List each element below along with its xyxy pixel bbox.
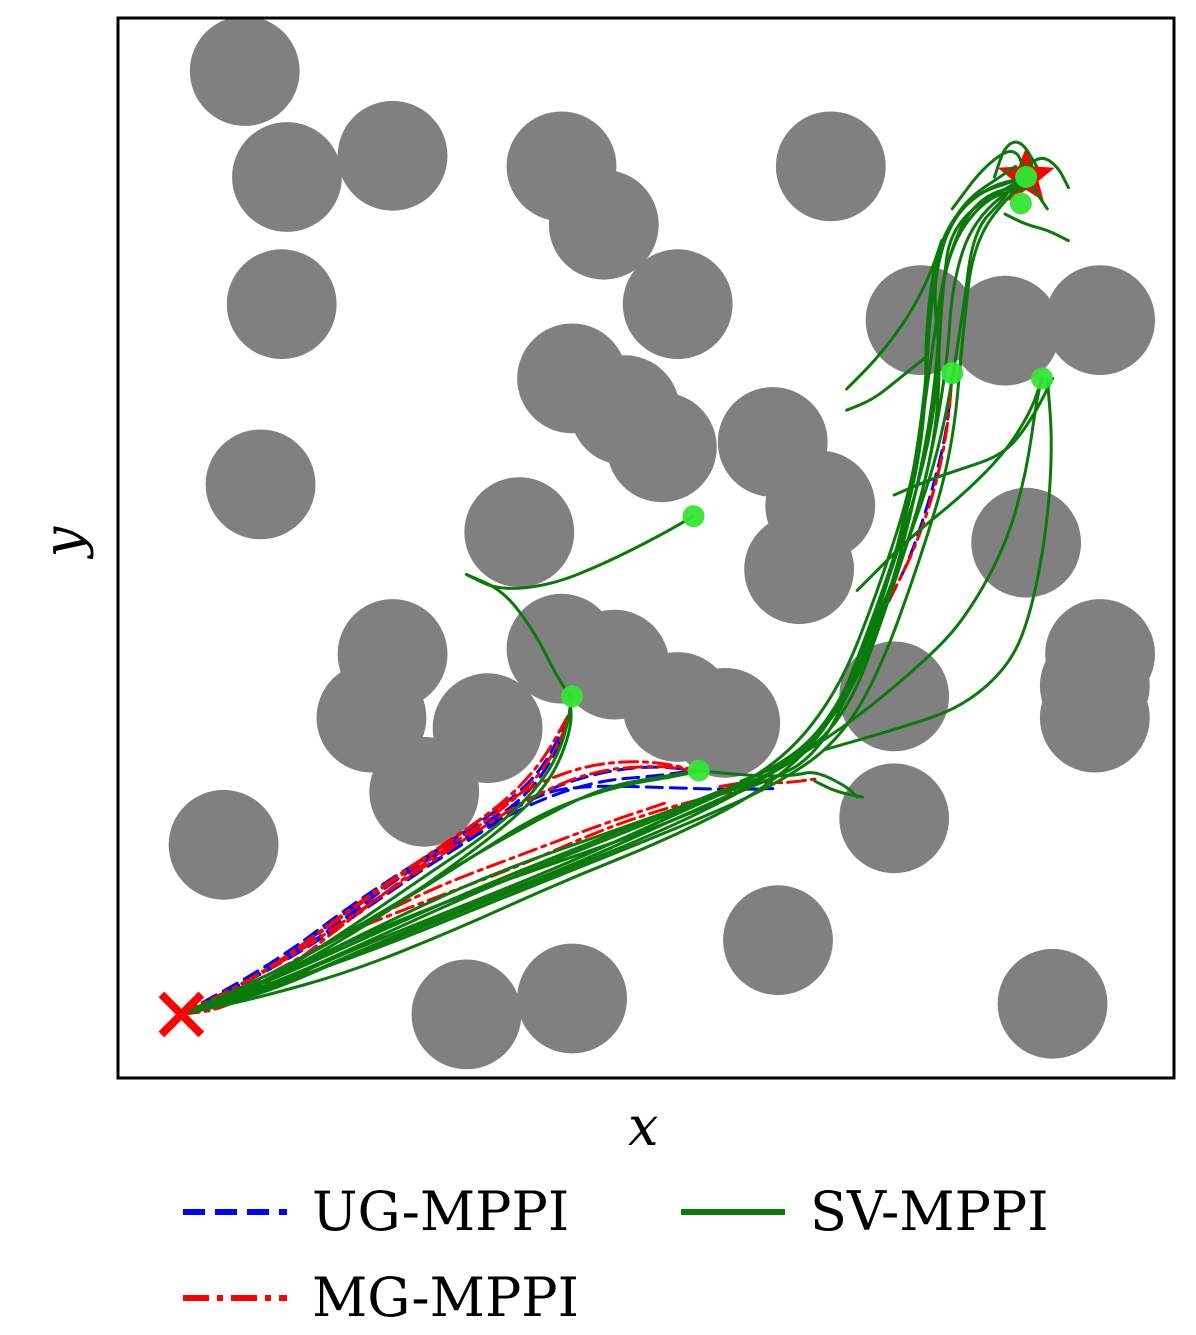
trajectory-mg-mppi-3 [179,765,696,1016]
trajectory-sv-mppi-14 [464,514,696,590]
legend-label-ug-mppi: UG-MPPI [312,1180,570,1243]
trajectory-sv-mppi-25 [1003,212,1070,243]
plot-frame [116,16,1176,1080]
obstacle-0 [189,18,300,126]
trajectory-sv-mppi-24 [1024,156,1070,190]
trajectory-sv-mppi-5 [179,164,1028,1016]
legend-swatch-mg-mppi [183,1295,287,1301]
x-axis-label: x [628,1095,659,1158]
trajectory-sv-mppi-16 [845,355,928,412]
trajectory-sv-mppi-20 [739,376,1044,783]
obstacle-30 [839,763,950,874]
obstacle-29 [168,789,279,900]
obstacle-37 [1039,662,1150,773]
obstacle-10 [606,392,717,503]
legend-item-mg-mppi: MG-MPPI [180,1268,579,1328]
legend-item-sv-mppi: SV-MPPI [678,1182,1049,1242]
obstacle-23 [670,667,781,778]
trajectory-sv-mppi-6 [179,175,1039,1016]
trajectory-sv-mppi-3 [179,186,1028,1016]
endpoint-0 [561,685,584,708]
endpoint-2 [682,505,705,528]
trajectory-mg-mppi-5 [179,800,669,1016]
obstacle-18 [971,487,1082,598]
endpoint-4 [1031,367,1053,390]
legend: UG-MPPI SV-MPPI MG-MPPI [150,1172,1150,1332]
obstacle-3 [226,249,337,360]
obstacle-17 [1045,265,1155,376]
obstacle-32 [411,959,522,1070]
endpoint-3 [941,362,964,385]
trajectory-sv-mppi-18 [824,376,1053,751]
obstacle-11 [775,111,886,222]
obstacle-24 [839,641,950,752]
plot-content [168,18,1155,1070]
obstacle-14 [744,514,855,625]
trajectory-sv-mppi-26 [992,140,1039,179]
obstacle-31 [723,885,833,996]
obstacle-34 [997,948,1108,1059]
trajectory-sv-mppi-19 [845,239,944,391]
obstacle-7 [622,249,733,360]
trajectory-sv-mppi-9 [179,694,573,1016]
obstacle-1 [232,122,342,232]
legend-label-sv-mppi: SV-MPPI [810,1180,1049,1243]
trajectory-sv-mppi-10 [179,700,574,1016]
legend-label-mg-mppi: MG-MPPI [312,1266,579,1329]
endpoint-1 [687,759,710,782]
legend-item-ug-mppi: UG-MPPI [180,1182,569,1242]
plot-area [116,16,1176,1080]
trajectory-mg-mppi-2 [179,760,701,1016]
legend-swatch-ug-mppi [183,1209,287,1215]
endpoint-6 [1009,192,1032,215]
obstacle-4 [205,429,316,540]
obstacle-16 [950,275,1060,386]
trajectory-sv-mppi-17 [855,376,1044,592]
trajectory-sv-mppi-21 [892,376,1055,497]
obstacle-28 [369,736,480,847]
legend-swatch-sv-mppi [681,1209,785,1215]
y-axis-label: y [31,526,95,558]
trajectory-sv-mppi-13 [179,769,701,1016]
endpoint-5 [1015,166,1038,188]
obstacle-33 [517,943,627,1054]
obstacle-19 [464,477,575,588]
obstacle-2 [337,100,448,211]
trajectory-sv-mppi-2 [179,175,1028,1016]
trajectory-sv-mppi-22 [813,779,864,799]
start-marker-stroke-2 [158,991,205,1038]
trajectory-sv-mppi-11 [464,573,572,698]
trajectory-mg-mppi-7 [887,371,954,603]
obstacle-6 [548,169,659,280]
trajectory-sv-mppi-8 [179,180,1033,1016]
